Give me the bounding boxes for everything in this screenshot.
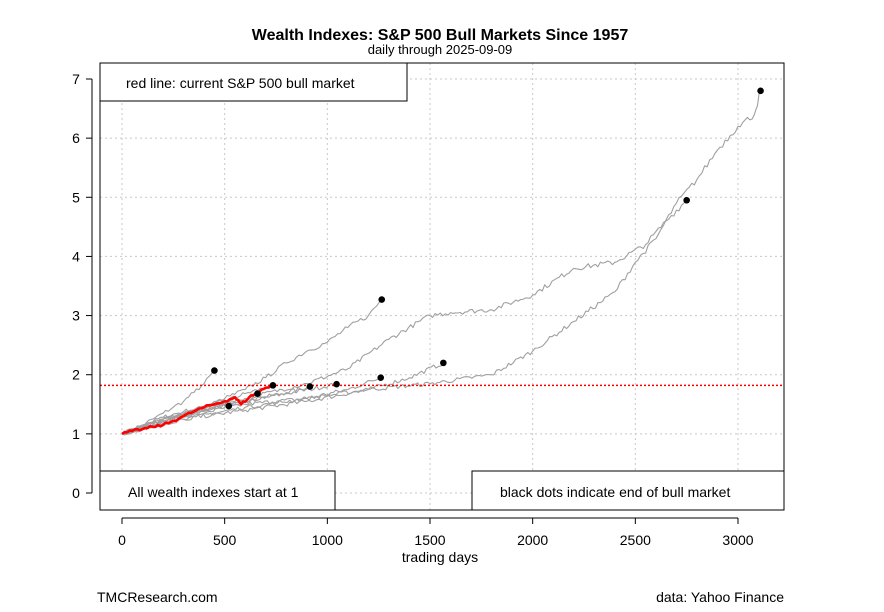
y-tick-label-0: 0: [72, 485, 80, 501]
x-tick-label-0: 0: [118, 532, 126, 548]
legend-bottom-right: black dots indicate end of bull market: [471, 470, 785, 511]
x-axis-label: trading days: [402, 549, 478, 565]
end-dot-1: [225, 402, 233, 410]
x-tick-label-3: 1500: [414, 532, 445, 548]
note-start-at-one: All wealth indexes start at 1: [128, 484, 299, 500]
end-dot-7: [377, 374, 385, 381]
grid-lines: [100, 63, 784, 510]
legend-box-bottom-left: [99, 470, 336, 511]
end-dot-2: [254, 390, 261, 397]
end-dot-3: [269, 382, 277, 389]
footer-data-credit: data: Yahoo Finance: [656, 589, 784, 605]
y-tick-label-4: 4: [72, 248, 80, 264]
series-current: [121, 384, 273, 436]
y-tick-label-7: 7: [72, 71, 80, 87]
legend-box-bottom-right: [471, 470, 785, 511]
end-dot-5: [333, 380, 340, 388]
end-dot-4: [306, 383, 314, 390]
chart-subtitle: daily through 2025-09-09: [368, 42, 513, 57]
x-axis: 0 500 1000 1500 2000 2500 3000: [118, 517, 754, 548]
end-dot-10: [757, 87, 764, 95]
note-current-market: red line: current S&P 500 bull market: [126, 75, 355, 91]
plot-frame: [99, 62, 785, 511]
end-dot-6: [378, 296, 386, 303]
end-dot-0: [211, 367, 218, 374]
footer-source-site: TMCResearch.com: [97, 589, 218, 605]
y-tick-label-2: 2: [72, 367, 80, 383]
legend-top-left: red line: current S&P 500 bull market: [99, 62, 408, 102]
series-historical-9: [121, 199, 688, 435]
x-tick-label-1: 500: [213, 532, 237, 548]
series-lines: [121, 90, 762, 436]
x-tick-label-2: 1000: [312, 532, 343, 548]
y-axis: 0 1 2 3 4 5 6 7: [72, 71, 93, 501]
x-tick-label-6: 3000: [722, 532, 753, 548]
end-dots: [211, 87, 764, 410]
series-historical-10: [121, 90, 762, 435]
legend-box-top-left: [99, 62, 408, 102]
series-historical-0: [121, 370, 215, 436]
y-tick-label-6: 6: [72, 130, 80, 146]
legend-bottom-left: All wealth indexes start at 1: [99, 470, 336, 511]
end-dot-9: [683, 196, 690, 204]
x-tick-label-4: 2000: [517, 532, 548, 548]
y-tick-label-5: 5: [72, 189, 80, 205]
note-black-dots: black dots indicate end of bull market: [500, 484, 730, 500]
x-tick-label-5: 2500: [620, 532, 651, 548]
y-tick-label-1: 1: [72, 426, 80, 442]
y-tick-label-3: 3: [72, 308, 80, 324]
end-dot-8: [440, 359, 447, 367]
chart-title: Wealth Indexes: S&P 500 Bull Markets Sin…: [252, 27, 629, 44]
